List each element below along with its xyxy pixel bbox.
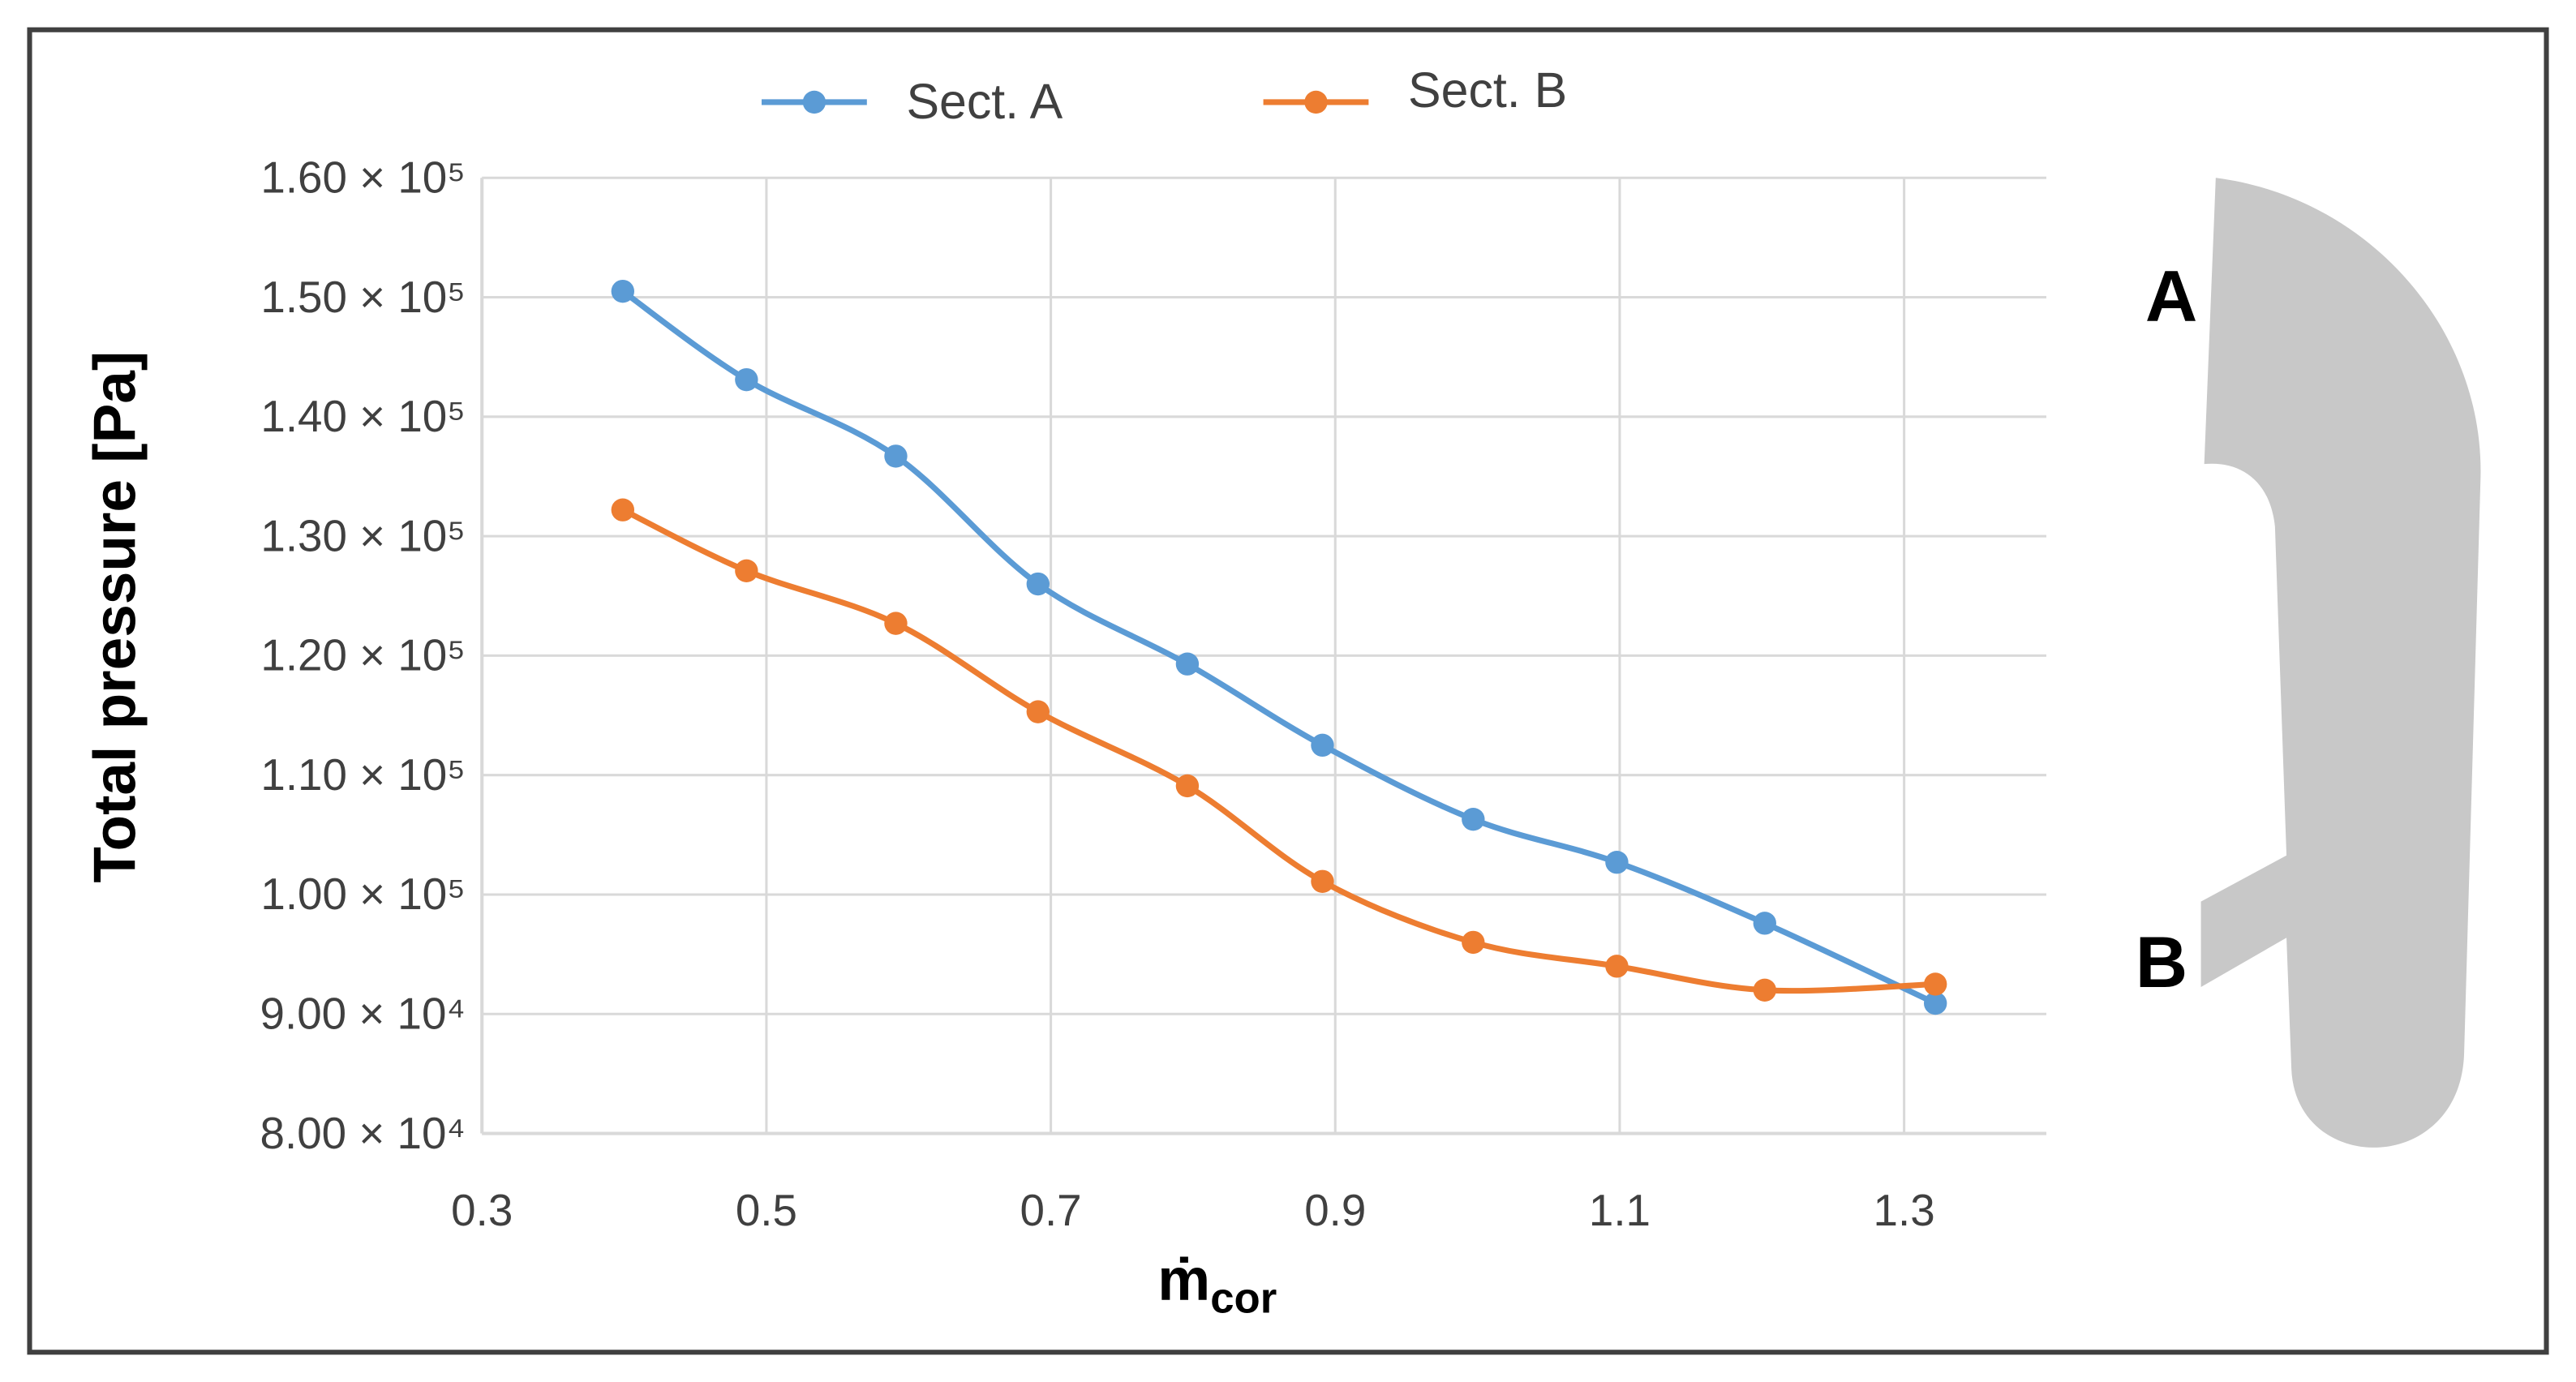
data-point xyxy=(1923,991,1947,1015)
data-point xyxy=(1605,851,1629,874)
legend-marker xyxy=(1304,90,1328,114)
legend-label: Sect. A xyxy=(906,74,1063,129)
section-diagram xyxy=(2200,178,2481,1148)
data-point xyxy=(1311,733,1334,758)
data-point xyxy=(884,612,908,635)
data-point xyxy=(1923,972,1947,996)
legend-label: Sect. B xyxy=(1408,62,1567,118)
x-tick-label: 1.3 xyxy=(1874,1185,1935,1235)
data-point xyxy=(611,498,635,521)
x-tick-label: 0.9 xyxy=(1304,1185,1366,1235)
annotation: B xyxy=(2136,921,2187,1002)
y-tick-label: 1.60 × 10⁵ xyxy=(260,152,466,202)
y-axis-label: Total pressure [Pa] xyxy=(82,351,148,883)
x-tick-label: 1.1 xyxy=(1589,1185,1651,1235)
y-tick-label: 1.50 × 10⁵ xyxy=(260,272,466,322)
annotation: A xyxy=(2145,255,2197,337)
data-point xyxy=(1175,774,1200,798)
data-point xyxy=(735,559,758,583)
y-tick-label: 1.40 × 10⁵ xyxy=(260,391,466,441)
y-tick-label: 8.00 × 10⁴ xyxy=(260,1108,466,1158)
x-axis-label-sub: cor xyxy=(1210,1275,1277,1323)
data-point xyxy=(1605,955,1629,978)
data-point xyxy=(1462,807,1485,831)
series-line xyxy=(620,289,1937,1006)
data-point xyxy=(1175,652,1200,676)
y-tick-label: 1.30 × 10⁵ xyxy=(260,510,466,560)
y-tick-label: 1.10 × 10⁵ xyxy=(260,749,466,800)
data-point xyxy=(1311,869,1334,893)
data-point xyxy=(1026,700,1050,723)
data-point xyxy=(1462,930,1485,955)
data-point xyxy=(611,279,635,303)
legend-marker xyxy=(802,90,826,114)
x-axis-label-main: ṁ xyxy=(1157,1247,1210,1312)
x-tick-label: 0.3 xyxy=(451,1185,513,1235)
y-tick-label: 1.20 × 10⁵ xyxy=(260,630,466,680)
data-point xyxy=(1026,572,1050,596)
data-point xyxy=(1753,912,1776,935)
data-point xyxy=(1753,978,1776,1002)
x-tick-label: 0.5 xyxy=(736,1185,797,1235)
data-point xyxy=(884,444,908,468)
series-line xyxy=(621,507,1936,994)
y-tick-label: 1.00 × 10⁵ xyxy=(260,869,466,919)
data-point xyxy=(735,367,758,392)
y-tick-label: 9.00 × 10⁴ xyxy=(260,989,466,1039)
x-axis-label: ṁcor xyxy=(1157,1247,1277,1322)
x-tick-label: 0.7 xyxy=(1020,1185,1082,1235)
